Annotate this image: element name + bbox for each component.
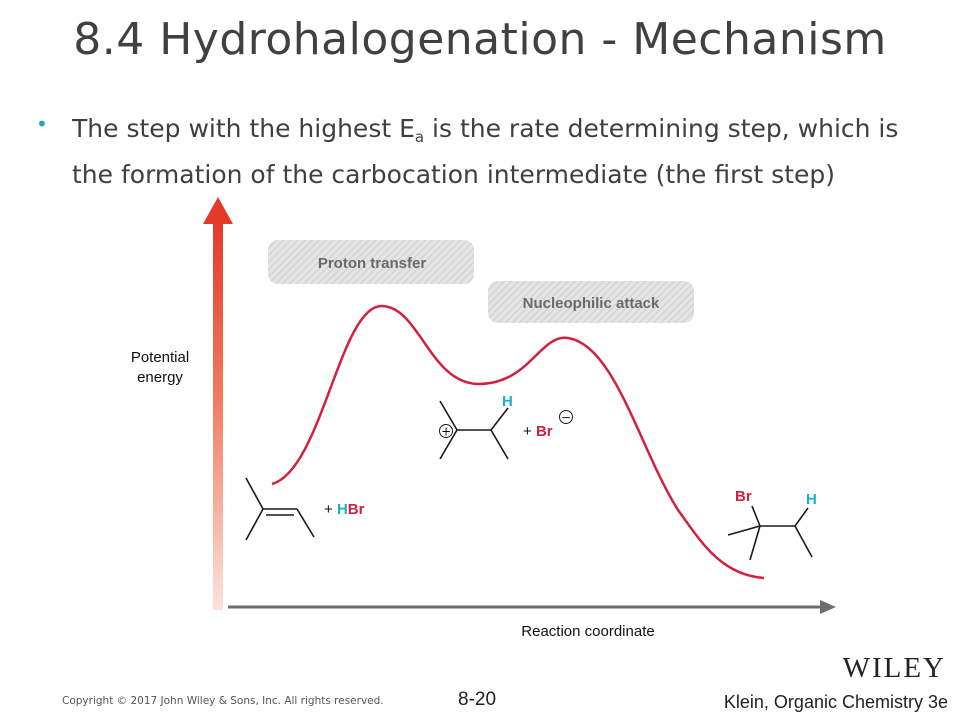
product-br-atom: Br (735, 488, 752, 505)
x-axis-label: Reaction coordinate (521, 623, 654, 640)
cation-charge-icon (439, 424, 453, 438)
anion-charge-icon (559, 410, 573, 424)
book-citation: Klein, Organic Chemistry 3e (723, 692, 948, 712)
nucleophilic-attack-box (488, 281, 694, 323)
carbocation-structure (439, 400, 509, 460)
reactant-hbr-formula: + HBr (324, 501, 365, 518)
nucleophilic-attack-label: Nucleophilic attack (523, 295, 660, 312)
intermediate-br-formula: + Br (523, 423, 553, 440)
reactant-alkene-structure (245, 477, 315, 541)
y-axis-label-line1: Potential (131, 349, 189, 366)
bullet-subscript: a (414, 128, 425, 146)
y-axis-arrow-shaft (213, 222, 223, 610)
intermediate-br-atom: Br (536, 423, 553, 440)
bullet-text-pre: The step with the highest E (72, 114, 415, 143)
reactant-h-atom: H (337, 501, 348, 518)
bullet-text: The step with the highest Ea is the rate… (72, 110, 932, 193)
x-axis-arrow-head (820, 600, 836, 614)
product-structure (727, 505, 813, 561)
bullet-text-post: is the rate determining step, which is t… (72, 114, 899, 189)
wiley-logo: WILEY (842, 652, 946, 684)
intermediate-plus-sign: + (523, 423, 536, 440)
y-axis-label-line2: energy (137, 369, 183, 386)
anion-charge-symbol: − (561, 411, 571, 425)
cation-charge-symbol: + (441, 425, 451, 439)
reactant-plus-sign: + (324, 501, 337, 518)
proton-transfer-label: Proton transfer (318, 255, 427, 272)
slide-title: 8.4 Hydrohalogenation - Mechanism (73, 14, 887, 65)
product-h-atom: H (806, 491, 817, 508)
copyright-notice: Copyright © 2017 John Wiley & Sons, Inc.… (62, 695, 384, 707)
proton-transfer-box (268, 240, 474, 284)
page-number: 8-20 (458, 689, 497, 710)
bullet-dot: • (36, 112, 48, 136)
y-axis-arrow-head (203, 197, 233, 224)
reactant-br-atom: Br (348, 501, 365, 518)
energy-profile-curve (271, 304, 765, 580)
intermediate-h-atom: H (502, 393, 513, 410)
